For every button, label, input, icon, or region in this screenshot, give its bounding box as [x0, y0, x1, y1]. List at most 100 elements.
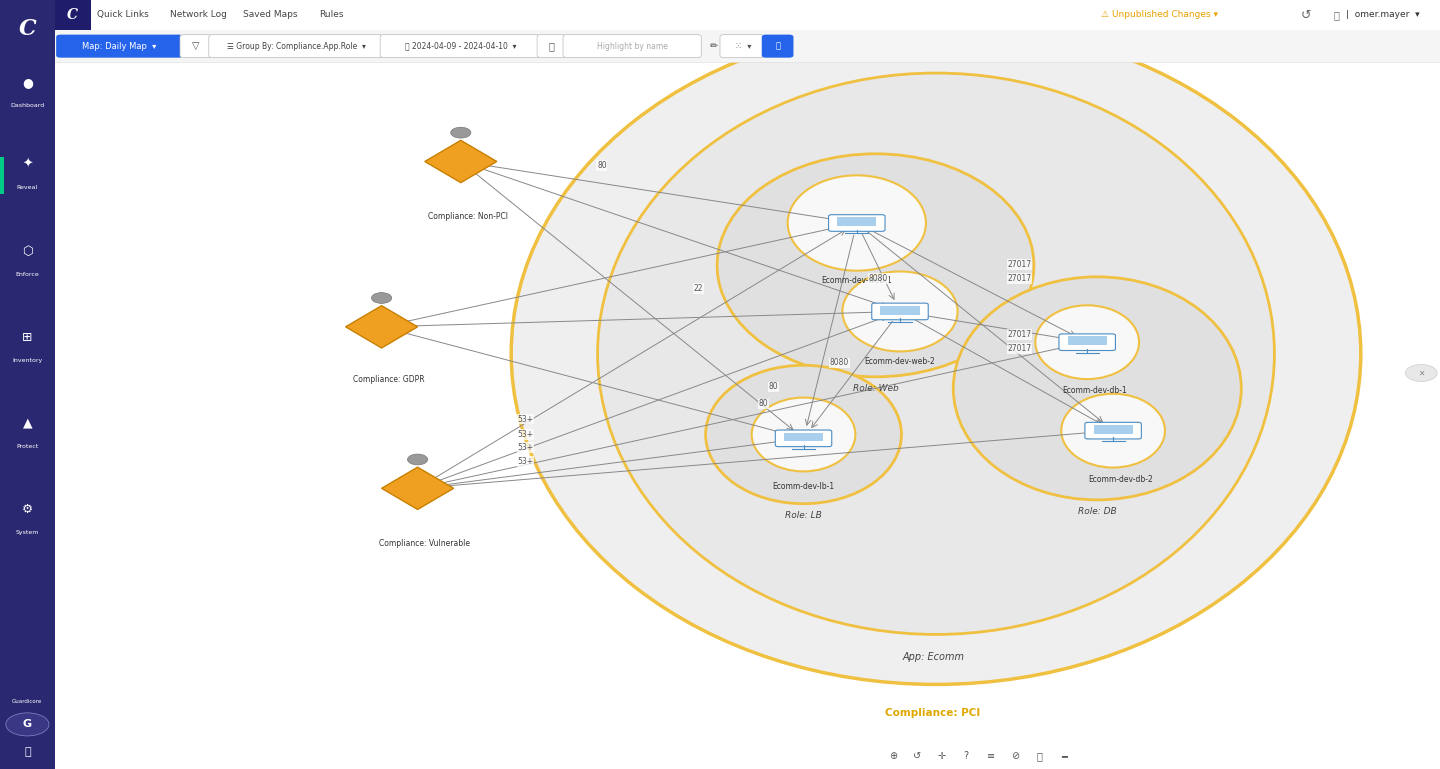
Text: Ecomm-dev-db-1: Ecomm-dev-db-1 — [1063, 386, 1126, 395]
Text: ⛓: ⛓ — [1037, 751, 1043, 761]
Text: Ecomm-dev-web-1: Ecomm-dev-web-1 — [821, 276, 893, 285]
Text: Role: DB: Role: DB — [1079, 507, 1116, 516]
FancyBboxPatch shape — [180, 35, 212, 58]
Text: ↺: ↺ — [1300, 8, 1312, 22]
Text: ⊞: ⊞ — [22, 331, 33, 344]
Text: ━: ━ — [1061, 751, 1067, 761]
FancyBboxPatch shape — [880, 305, 920, 315]
Text: ⏭: ⏭ — [549, 41, 554, 52]
Text: Ecomm-dev-db-2: Ecomm-dev-db-2 — [1089, 474, 1152, 484]
FancyBboxPatch shape — [0, 0, 55, 769]
Text: ▽: ▽ — [192, 41, 200, 52]
FancyBboxPatch shape — [1084, 422, 1142, 439]
FancyBboxPatch shape — [56, 35, 183, 58]
Text: ⊘: ⊘ — [1011, 751, 1020, 761]
Ellipse shape — [788, 175, 926, 271]
FancyBboxPatch shape — [55, 0, 1440, 30]
Text: 80: 80 — [598, 161, 606, 170]
Text: 53+: 53+ — [517, 430, 534, 439]
Polygon shape — [425, 140, 497, 182]
Text: Quick Links: Quick Links — [96, 11, 148, 19]
Text: Compliance: Non-PCI: Compliance: Non-PCI — [428, 212, 508, 221]
Text: Inventory: Inventory — [12, 358, 43, 363]
Ellipse shape — [1061, 394, 1165, 468]
Text: |  omer.mayer  ▾: | omer.mayer ▾ — [1345, 11, 1420, 19]
Text: ⏱ 2024-04-09 - 2024-04-10  ▾: ⏱ 2024-04-09 - 2024-04-10 ▾ — [405, 42, 517, 51]
Text: 80: 80 — [759, 399, 768, 408]
Text: Guardicore: Guardicore — [12, 699, 43, 704]
Text: ⚙: ⚙ — [22, 503, 33, 515]
Ellipse shape — [752, 398, 855, 471]
Text: ↺: ↺ — [913, 751, 922, 761]
Text: Compliance: Vulnerable: Compliance: Vulnerable — [379, 539, 471, 548]
FancyBboxPatch shape — [563, 35, 701, 58]
Text: Enforce: Enforce — [16, 272, 39, 277]
Text: ≡: ≡ — [986, 751, 995, 761]
Text: Role: Web: Role: Web — [852, 384, 899, 393]
Text: ☰ Group By: Compliance.App.Role  ▾: ☰ Group By: Compliance.App.Role ▾ — [228, 42, 366, 51]
FancyBboxPatch shape — [55, 62, 1440, 769]
FancyBboxPatch shape — [775, 430, 832, 447]
Text: 8080: 8080 — [829, 358, 850, 368]
Text: Reveal: Reveal — [17, 185, 37, 190]
Text: Compliance: PCI: Compliance: PCI — [886, 707, 981, 718]
Text: Saved Maps: Saved Maps — [243, 11, 298, 19]
Text: ?: ? — [963, 751, 969, 761]
Text: Protect: Protect — [16, 444, 39, 448]
Ellipse shape — [717, 154, 1034, 377]
Text: C: C — [19, 18, 36, 40]
Text: 8080: 8080 — [868, 274, 888, 283]
Text: Dashboard: Dashboard — [10, 103, 45, 108]
Text: Network Log: Network Log — [170, 11, 228, 19]
Circle shape — [372, 293, 392, 304]
Text: 💾: 💾 — [775, 42, 780, 51]
Text: Role: LB: Role: LB — [785, 511, 822, 520]
Ellipse shape — [842, 271, 958, 351]
FancyBboxPatch shape — [783, 432, 824, 441]
Text: ●: ● — [22, 76, 33, 88]
Text: 53+: 53+ — [517, 414, 534, 424]
Text: Ecomm-dev-lb-1: Ecomm-dev-lb-1 — [772, 482, 835, 491]
Text: Map: Daily Map  ▾: Map: Daily Map ▾ — [82, 42, 157, 51]
FancyBboxPatch shape — [1093, 424, 1133, 434]
Text: C: C — [66, 8, 78, 22]
Circle shape — [6, 713, 49, 736]
Text: 27017: 27017 — [1008, 330, 1031, 339]
FancyBboxPatch shape — [0, 157, 4, 194]
Text: ⬡: ⬡ — [22, 245, 33, 258]
FancyBboxPatch shape — [762, 35, 793, 58]
Text: ⚠ Unpublished Changes ▾: ⚠ Unpublished Changes ▾ — [1100, 11, 1218, 19]
Text: Ecomm-dev-web-2: Ecomm-dev-web-2 — [864, 357, 936, 366]
Text: ▲: ▲ — [23, 417, 32, 429]
Text: 27017: 27017 — [1008, 260, 1031, 269]
Text: ✛: ✛ — [937, 751, 946, 761]
FancyBboxPatch shape — [55, 30, 1440, 62]
Ellipse shape — [1035, 305, 1139, 379]
Text: 22: 22 — [694, 284, 703, 293]
FancyBboxPatch shape — [1067, 336, 1107, 345]
FancyBboxPatch shape — [871, 303, 929, 320]
Polygon shape — [346, 306, 418, 348]
FancyBboxPatch shape — [209, 35, 383, 58]
Text: 🛡: 🛡 — [24, 747, 30, 757]
Text: 53+: 53+ — [517, 457, 534, 466]
Circle shape — [451, 127, 471, 138]
Text: 80: 80 — [769, 382, 778, 391]
FancyBboxPatch shape — [1058, 334, 1116, 351]
Text: Highlight by name: Highlight by name — [596, 42, 668, 51]
Ellipse shape — [953, 277, 1241, 500]
Ellipse shape — [706, 365, 901, 504]
FancyBboxPatch shape — [55, 0, 91, 30]
Text: 53+: 53+ — [517, 443, 534, 452]
Circle shape — [408, 454, 428, 464]
Text: Rules: Rules — [318, 11, 344, 19]
FancyBboxPatch shape — [380, 35, 540, 58]
Text: Compliance: GDPR: Compliance: GDPR — [353, 375, 425, 384]
Text: ⊕: ⊕ — [888, 751, 897, 761]
Text: 27017: 27017 — [1008, 344, 1031, 353]
FancyBboxPatch shape — [828, 215, 886, 231]
Text: App: Ecomm: App: Ecomm — [901, 652, 965, 663]
Text: ✏: ✏ — [710, 41, 719, 52]
Text: ⁙  ▾: ⁙ ▾ — [734, 42, 752, 51]
Ellipse shape — [511, 23, 1361, 684]
